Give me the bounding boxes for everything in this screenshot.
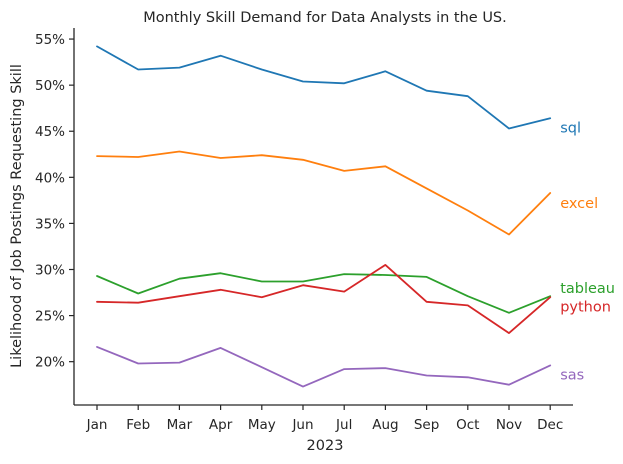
y-tick-label: 25%	[35, 309, 65, 325]
series-line-sql	[96, 45, 552, 130]
series-label-python: python	[560, 299, 611, 315]
x-tick-label: May	[248, 417, 276, 433]
series-line-tableau	[96, 272, 552, 314]
x-tick-label: Mar	[167, 417, 193, 433]
y-tick-label: 20%	[35, 355, 65, 371]
y-axis-ticks: 20% 25% 30% 35% 40% 45% 50% 55%	[35, 32, 74, 371]
y-tick-label: 45%	[35, 124, 65, 140]
x-tick-label: Jul	[335, 417, 352, 433]
series-labels: sql excel tableau python sas	[560, 121, 615, 384]
x-tick-label: Dec	[537, 417, 563, 433]
series-line-excel	[96, 150, 552, 236]
series-line-sas	[96, 345, 552, 388]
series-label-sas: sas	[560, 368, 584, 384]
plot-area: Jan Feb Mar Apr May Jun Jul Aug Sep Oct Nov Dec 20%…	[35, 28, 615, 433]
x-tick-label: Jan	[86, 417, 108, 433]
y-tick-label: 55%	[35, 32, 65, 48]
x-axis-label: 2023	[307, 438, 344, 454]
y-tick-label: 30%	[35, 263, 65, 279]
x-tick-label: Nov	[496, 417, 522, 433]
x-axis-ticks: Jan Feb Mar Apr May Jun Jul Aug Sep Oct Nov Dec	[86, 405, 563, 433]
series-line-python	[96, 263, 552, 335]
y-tick-label: 40%	[35, 170, 65, 186]
x-tick-label: Feb	[126, 417, 150, 433]
chart-title: Monthly Skill Demand for Data Analysts i…	[143, 10, 507, 26]
y-tick-label: 50%	[35, 78, 65, 94]
y-tick-label: 35%	[35, 216, 65, 232]
series-label-excel: excel	[560, 196, 598, 212]
series-label-sql: sql	[560, 121, 581, 137]
series-label-tableau: tableau	[560, 281, 615, 297]
x-tick-label: Jun	[291, 417, 313, 433]
series-lines	[96, 45, 552, 388]
x-tick-label: Sep	[414, 417, 439, 433]
x-tick-label: Oct	[456, 417, 479, 433]
x-tick-label: Aug	[372, 417, 398, 433]
x-tick-label: Apr	[209, 417, 233, 433]
y-axis-label: Likelihood of Job Postings Requesting Sk…	[9, 64, 25, 368]
